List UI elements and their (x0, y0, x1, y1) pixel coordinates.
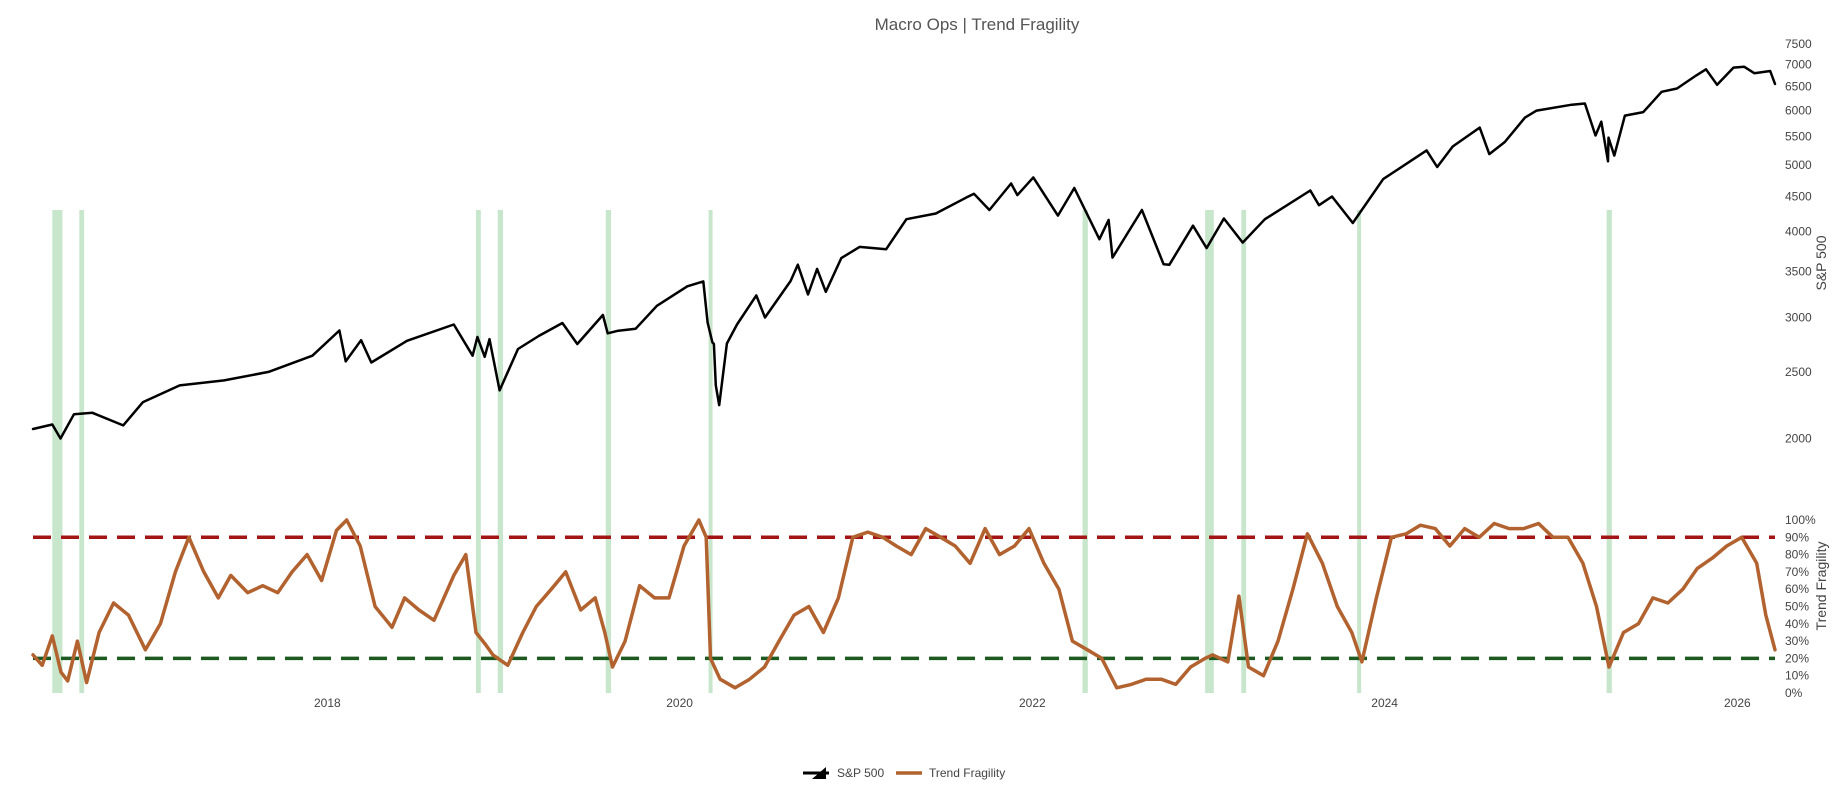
y-fragility-tick-label-9: 90% (1785, 530, 1809, 544)
highlight-band-1 (79, 210, 85, 693)
y-price-tick-label-10: 7000 (1785, 58, 1812, 72)
highlight-band-9 (1357, 210, 1362, 693)
y-price-tick-label-2: 3000 (1785, 311, 1812, 325)
y-price-tick-label-7: 5500 (1785, 130, 1812, 144)
highlight-band-0 (52, 210, 63, 693)
series-line-trend-fragility (31, 518, 1777, 690)
x-tick-label-3: 2024 (1371, 696, 1398, 710)
chart-title: Macro Ops | Trend Fragility (875, 15, 1080, 34)
highlight-band-8 (1241, 210, 1247, 693)
y-axis-fragility: 0% 10% 20% 30% 40% 50% 60% 70% 80% 90% 100% (1785, 513, 1816, 700)
y-axis-price-title: S&P 500 (1813, 235, 1829, 290)
series-line-sp500 (31, 65, 1777, 440)
legend-label-sp500: S&P 500 (837, 766, 884, 780)
legend-label-trend-fragility: Trend Fragility (929, 766, 1005, 780)
y-fragility-tick-label-5: 50% (1785, 600, 1809, 614)
y-axis-price: 2000 2500 3000 3500 4000 4500 5000 5500 6000 6500… (1785, 37, 1812, 446)
y-fragility-tick-label-3: 30% (1785, 634, 1809, 648)
y-price-tick-label-8: 6000 (1785, 104, 1812, 118)
y-price-tick-label-5: 4500 (1785, 189, 1812, 203)
highlight-band-6 (1082, 210, 1088, 693)
legend-swatch-sp500-marker (812, 767, 826, 779)
y-fragility-tick-label-7: 70% (1785, 565, 1809, 579)
reference-lines (33, 535, 1775, 661)
y-fragility-tick-label-1: 10% (1785, 669, 1809, 683)
x-tick-label-2: 2022 (1019, 696, 1046, 710)
x-tick-label-1: 2020 (666, 696, 693, 710)
y-price-tick-label-1: 2500 (1785, 365, 1812, 379)
y-price-tick-label-6: 5000 (1785, 158, 1812, 172)
y-fragility-tick-label-6: 60% (1785, 582, 1809, 596)
y-price-tick-label-4: 4000 (1785, 225, 1812, 239)
x-axis: 2018 2020 2022 2024 2026 (314, 696, 1751, 710)
y-fragility-tick-label-8: 80% (1785, 548, 1809, 562)
legend: S&P 500 Trend Fragility (803, 766, 1005, 780)
series-lines (31, 65, 1777, 690)
y-fragility-tick-label-4: 40% (1785, 617, 1809, 631)
highlight-band-2 (475, 210, 481, 693)
highlight-bands (52, 210, 1612, 693)
highlight-band-5 (708, 210, 713, 693)
y-price-tick-label-9: 6500 (1785, 80, 1812, 94)
y-fragility-tick-label-10: 100% (1785, 513, 1816, 527)
y-fragility-tick-label-2: 20% (1785, 651, 1809, 665)
highlight-band-3 (497, 210, 504, 693)
y-price-tick-label-3: 3500 (1785, 264, 1812, 278)
highlight-band-10 (1606, 210, 1612, 693)
highlight-band-7 (1205, 210, 1214, 693)
x-tick-label-4: 2026 (1724, 696, 1751, 710)
y-axis-fragility-title: Trend Fragility (1813, 542, 1829, 631)
y-price-tick-label-11: 7500 (1785, 37, 1812, 51)
highlight-band-4 (605, 210, 612, 693)
y-price-tick-label-0: 2000 (1785, 432, 1812, 446)
x-tick-label-0: 2018 (314, 696, 341, 710)
y-fragility-tick-label-0: 0% (1785, 686, 1803, 700)
